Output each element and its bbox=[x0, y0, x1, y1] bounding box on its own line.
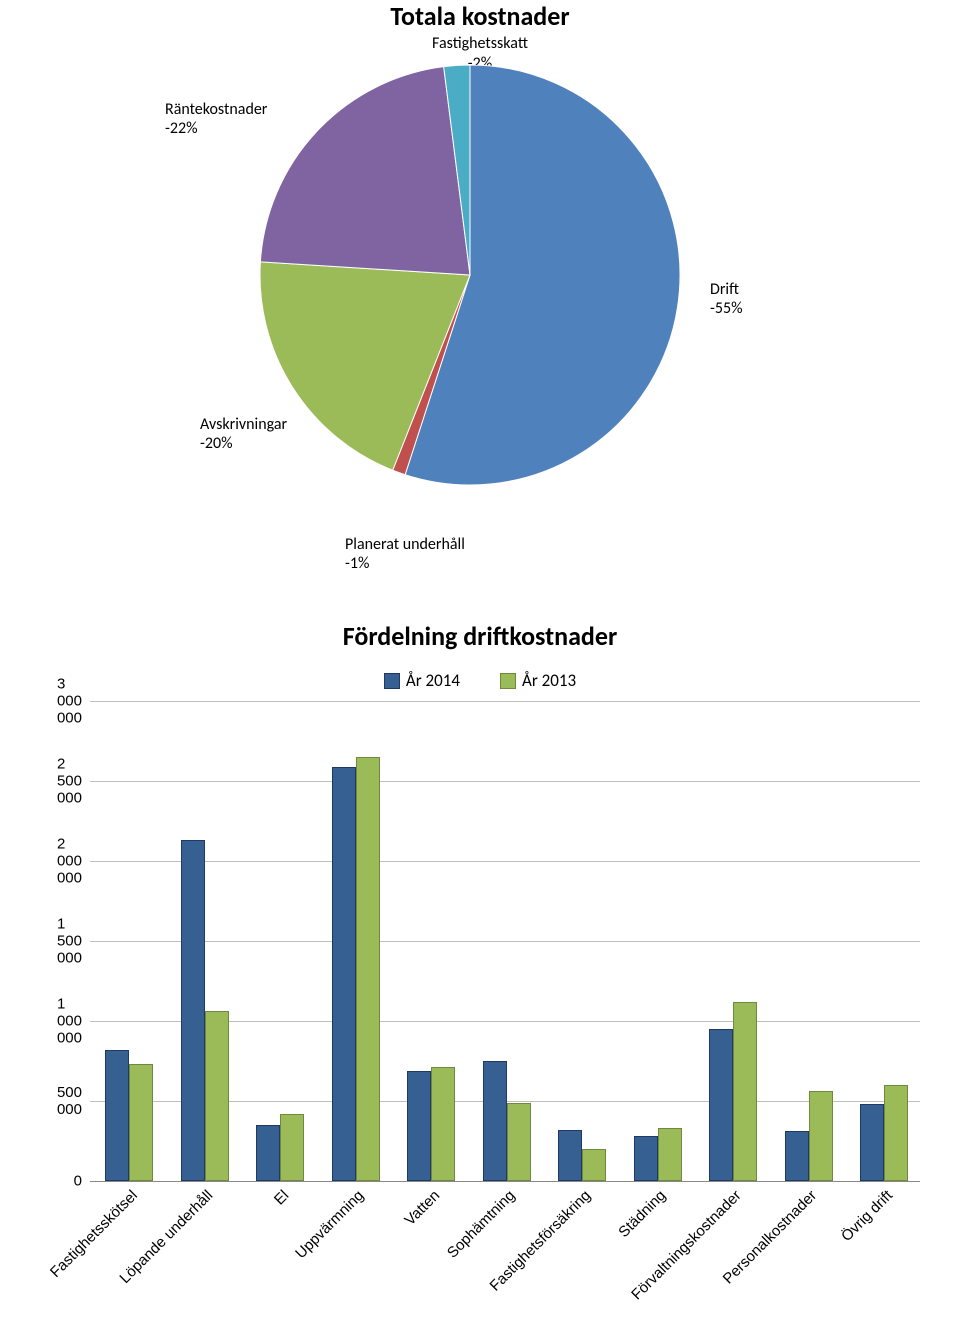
x-axis-label: El bbox=[271, 1187, 292, 1208]
page: Totala kostnader Fastighetsskatt -2% Dri… bbox=[0, 0, 960, 1330]
bar bbox=[332, 767, 356, 1181]
pie-slice bbox=[260, 67, 470, 275]
y-axis-label: 1 500 000 bbox=[57, 916, 82, 967]
bar bbox=[356, 757, 380, 1181]
gridline bbox=[90, 701, 920, 702]
pie-slice-label: Avskrivningar-20% bbox=[200, 415, 287, 453]
bar bbox=[558, 1130, 582, 1181]
pie-slice-label: Räntekostnader-22% bbox=[165, 100, 267, 138]
bar bbox=[658, 1128, 682, 1181]
legend-swatch bbox=[500, 673, 516, 689]
x-axis-label: Vatten bbox=[401, 1187, 443, 1229]
bar bbox=[709, 1029, 733, 1181]
bar bbox=[181, 840, 205, 1181]
bar bbox=[256, 1125, 280, 1181]
bar-legend: År 2014 År 2013 bbox=[0, 670, 960, 691]
legend-item: År 2013 bbox=[500, 670, 576, 691]
bar bbox=[431, 1067, 455, 1181]
y-axis-label: 2 000 000 bbox=[57, 836, 82, 887]
pie-slice-label: Drift-55% bbox=[710, 280, 743, 318]
bar-title: Fördelning driftkostnader bbox=[0, 620, 960, 652]
x-axis-label: Uppvärmning bbox=[292, 1187, 367, 1262]
legend-label: År 2013 bbox=[522, 670, 576, 691]
bar bbox=[809, 1091, 833, 1181]
bar bbox=[407, 1071, 431, 1181]
pie-slice-label-fastighetsskatt: Fastighetsskatt bbox=[0, 34, 960, 53]
x-axis-label: Sophämtning bbox=[444, 1187, 519, 1262]
bar bbox=[129, 1064, 153, 1181]
y-axis-label: 500 000 bbox=[57, 1084, 82, 1118]
pie-title: Totala kostnader bbox=[0, 0, 960, 32]
bar bbox=[507, 1103, 531, 1181]
gridline bbox=[90, 941, 920, 942]
y-axis-label: 2 500 000 bbox=[57, 756, 82, 807]
pie-slice-label: Planerat underhåll-1% bbox=[345, 535, 465, 573]
y-axis-label: 0 bbox=[74, 1173, 82, 1190]
gridline bbox=[90, 781, 920, 782]
pie-subtitle-text: Fastighetsskatt bbox=[432, 34, 528, 53]
bar bbox=[860, 1104, 884, 1181]
bar bbox=[280, 1114, 304, 1181]
y-axis-label: 3 000 000 bbox=[57, 676, 82, 727]
bar-plot bbox=[90, 701, 920, 1182]
bar bbox=[634, 1136, 658, 1181]
bar bbox=[785, 1131, 809, 1181]
legend-label: År 2014 bbox=[406, 670, 460, 691]
bar-plot-wrap: 0500 0001 000 0001 500 0002 000 0002 500… bbox=[90, 701, 920, 1181]
x-axis-label: Städning bbox=[616, 1187, 670, 1241]
bar-xlabels: FastighetsskötselLöpande underhållElUppv… bbox=[90, 1181, 920, 1341]
bar bbox=[205, 1011, 229, 1181]
bar bbox=[582, 1149, 606, 1181]
y-axis-label: 1 000 000 bbox=[57, 996, 82, 1047]
gridline bbox=[90, 861, 920, 862]
bar-chart-section: Fördelning driftkostnader År 2014 År 2013… bbox=[0, 620, 960, 1330]
bar bbox=[733, 1002, 757, 1181]
legend-swatch bbox=[384, 673, 400, 689]
legend-item: År 2014 bbox=[384, 670, 460, 691]
x-axis-label: Övrig drift bbox=[838, 1187, 896, 1245]
bar bbox=[483, 1061, 507, 1181]
bar bbox=[105, 1050, 129, 1181]
bar bbox=[884, 1085, 908, 1181]
pie-svg bbox=[260, 65, 680, 485]
pie-chart-section: Totala kostnader Fastighetsskatt -2% Dri… bbox=[0, 0, 960, 620]
